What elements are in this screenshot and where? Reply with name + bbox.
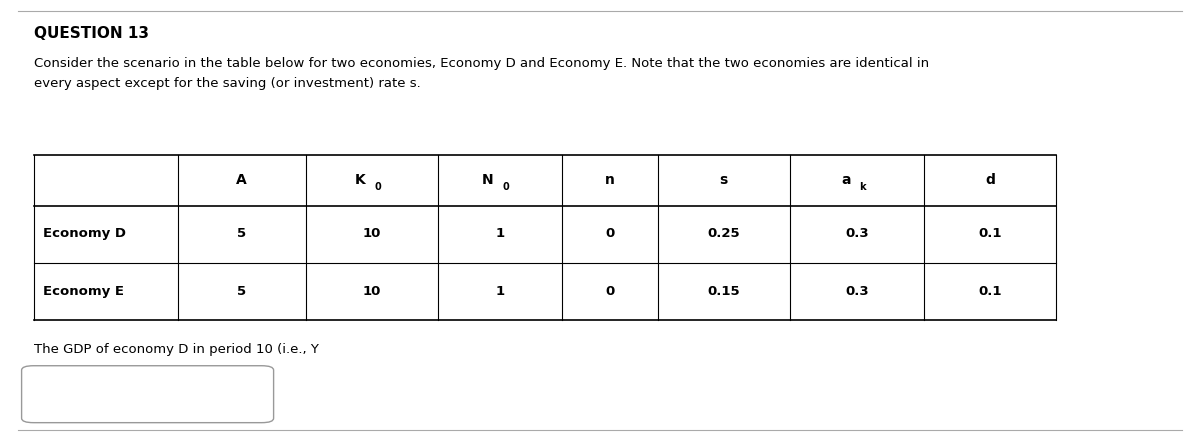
Text: 0.15: 0.15 [707, 285, 740, 298]
Text: Economy D: Economy D [43, 227, 126, 240]
Text: Consider the scenario in the table below for two economies, Economy D and Econom: Consider the scenario in the table below… [34, 57, 929, 70]
Text: 0.3: 0.3 [845, 285, 869, 298]
Text: 0.1: 0.1 [978, 285, 1002, 298]
Text: d: d [985, 173, 995, 187]
Text: 0: 0 [605, 227, 614, 240]
Text: The GDP of economy D in period 10 (i.e., Y: The GDP of economy D in period 10 (i.e.,… [34, 343, 318, 356]
Text: 0: 0 [605, 285, 614, 298]
FancyBboxPatch shape [22, 366, 274, 423]
Text: 10: 10 [362, 227, 382, 240]
Text: N: N [482, 173, 494, 187]
Text: K: K [355, 173, 366, 187]
Text: 0: 0 [374, 183, 382, 192]
Text: 1: 1 [496, 227, 504, 240]
Text: every aspect except for the saving (or investment) rate s.: every aspect except for the saving (or i… [34, 77, 420, 90]
Text: 0: 0 [503, 183, 509, 192]
Text: 0.1: 0.1 [978, 227, 1002, 240]
Text: 10: 10 [362, 285, 382, 298]
Text: k: k [859, 183, 866, 192]
Text: n: n [605, 173, 614, 187]
Text: 5: 5 [238, 285, 246, 298]
Text: A: A [236, 173, 247, 187]
Text: 0.3: 0.3 [845, 227, 869, 240]
Text: s: s [720, 173, 727, 187]
Text: 1: 1 [496, 285, 504, 298]
Text: a: a [841, 173, 851, 187]
Text: 0.25: 0.25 [707, 227, 740, 240]
Text: QUESTION 13: QUESTION 13 [34, 26, 149, 41]
Text: Economy E: Economy E [43, 285, 125, 298]
Text: 5: 5 [238, 227, 246, 240]
